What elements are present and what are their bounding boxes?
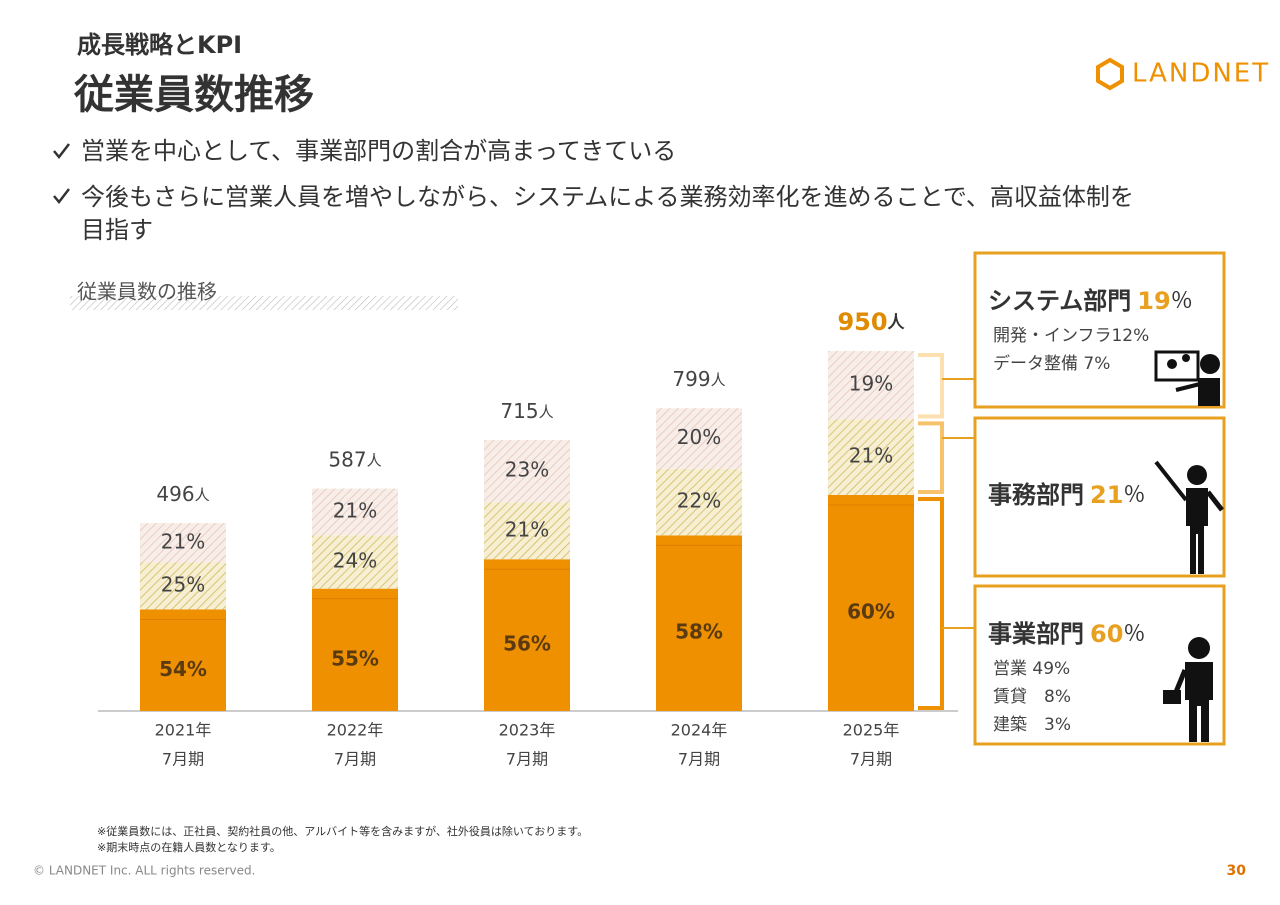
footnote: ※従業員数には、正社員、契約社員の他、アルバイト等を含みますが、社外役員は除いて…: [97, 824, 588, 838]
value-label: 58%: [675, 620, 723, 644]
box-heading: システム部門 19％: [988, 287, 1193, 315]
page-title: 従業員数推移: [73, 72, 314, 118]
bar-segment: [312, 488, 398, 536]
total-unit: 人: [367, 451, 382, 469]
check-marks: [53, 143, 70, 204]
value-label: 56%: [503, 632, 551, 656]
box-detail: 開発・インフラ12%: [993, 326, 1149, 346]
bullet: 営業を中心として、事業部門の割合が高まってきている: [81, 137, 676, 165]
chart-subtitle: 従業員数の推移: [77, 280, 217, 304]
x-tick-label: 7月期: [334, 750, 376, 769]
value-label: 60%: [847, 600, 895, 624]
value-label: 24%: [333, 548, 377, 572]
value-label: 54%: [159, 657, 207, 681]
bar-segment: [140, 562, 226, 610]
x-tick-label: 2023年: [499, 721, 556, 740]
bullet: 目指す: [81, 216, 153, 244]
value-label: 21%: [161, 529, 205, 553]
value-label: 23%: [505, 458, 549, 482]
total-label: 799人: [672, 367, 725, 391]
bar-segment: [656, 408, 742, 469]
x-tick-label: 2025年: [843, 721, 900, 740]
total-unit: 人: [888, 313, 906, 333]
bar-segment: [828, 419, 914, 495]
box-detail: データ整備 7%: [993, 353, 1110, 374]
x-tick-label: 2022年: [327, 721, 384, 740]
value-label: 19%: [849, 372, 893, 396]
total-value: 799: [672, 367, 710, 391]
total-unit: 人: [711, 371, 726, 389]
value-label: 21%: [505, 517, 549, 541]
bracket: [918, 353, 944, 419]
box-detail: 営業 49%: [993, 659, 1070, 679]
box-name: システム部門: [988, 287, 1131, 315]
total-label: 715人: [500, 399, 553, 423]
copyright: © LANDNET Inc. ALL rights reserved.: [33, 864, 255, 878]
box-percent: 21: [1090, 481, 1123, 509]
bar-segment: [484, 559, 570, 711]
box-unit: ％: [1123, 483, 1145, 508]
box-percent: 60: [1090, 620, 1123, 648]
value-label: 21%: [333, 498, 377, 522]
total-label: 587人: [328, 447, 381, 471]
total-value: 587: [328, 447, 366, 471]
box-name: 事務部門: [988, 481, 1084, 509]
bar-segment: [312, 588, 398, 711]
section-title: 成長戦略とKPI: [77, 31, 242, 59]
bar-segment: [656, 535, 742, 711]
bar-segment: [656, 468, 742, 536]
value-label: 55%: [331, 646, 379, 670]
value-label: 25%: [161, 573, 205, 597]
box-unit: ％: [1171, 289, 1193, 314]
total-value: 950: [837, 308, 887, 336]
bar-segment: [140, 609, 226, 711]
box-name: 事業部門: [988, 620, 1084, 648]
box-detail: 建築 3%: [993, 715, 1071, 735]
footnote: ※期末時点の在籍人員数となります。: [97, 840, 281, 854]
bar-segment: [484, 440, 570, 503]
x-tick-label: 7月期: [506, 750, 548, 769]
box-unit: ％: [1123, 622, 1145, 647]
bar-segment: [828, 351, 914, 420]
total-unit: 人: [539, 403, 554, 421]
bar-segment: [828, 495, 914, 711]
x-tick-label: 7月期: [678, 750, 720, 769]
info-box: [973, 584, 1226, 746]
x-tick-label: 7月期: [162, 750, 204, 769]
box-detail: 賃貸 8%: [993, 687, 1071, 707]
icons: [1154, 350, 1224, 742]
subtitle-underline: [70, 296, 458, 310]
total-label: 950人: [837, 308, 905, 336]
x-tick-label: 7月期: [850, 750, 892, 769]
box-heading: 事業部門 60％: [988, 620, 1145, 648]
bracket: [918, 497, 944, 710]
value-label: 21%: [849, 444, 893, 468]
x-tick-label: 2024年: [671, 721, 728, 740]
value-label: 22%: [677, 489, 721, 513]
page-number: 30: [1227, 863, 1247, 879]
bar-segment: [140, 523, 226, 563]
bracket: [918, 421, 944, 494]
value-label: 20%: [677, 425, 721, 449]
bar-segment: [484, 502, 570, 560]
bullet: 今後もさらに営業人員を増やしながら、システムによる業務効率化を進めることで、高収…: [81, 183, 1134, 211]
logo: LANDNET: [1096, 57, 1270, 91]
box-heading: 事務部門 21％: [988, 481, 1145, 509]
x-tick-label: 2021年: [155, 721, 212, 740]
total-label: 496人: [156, 482, 209, 506]
box-percent: 19: [1137, 287, 1170, 315]
bar-segment: [312, 535, 398, 589]
total-value: 715: [500, 399, 538, 423]
total-value: 496: [156, 482, 194, 506]
logo-text: LANDNET: [1132, 59, 1270, 89]
total-unit: 人: [195, 486, 210, 504]
